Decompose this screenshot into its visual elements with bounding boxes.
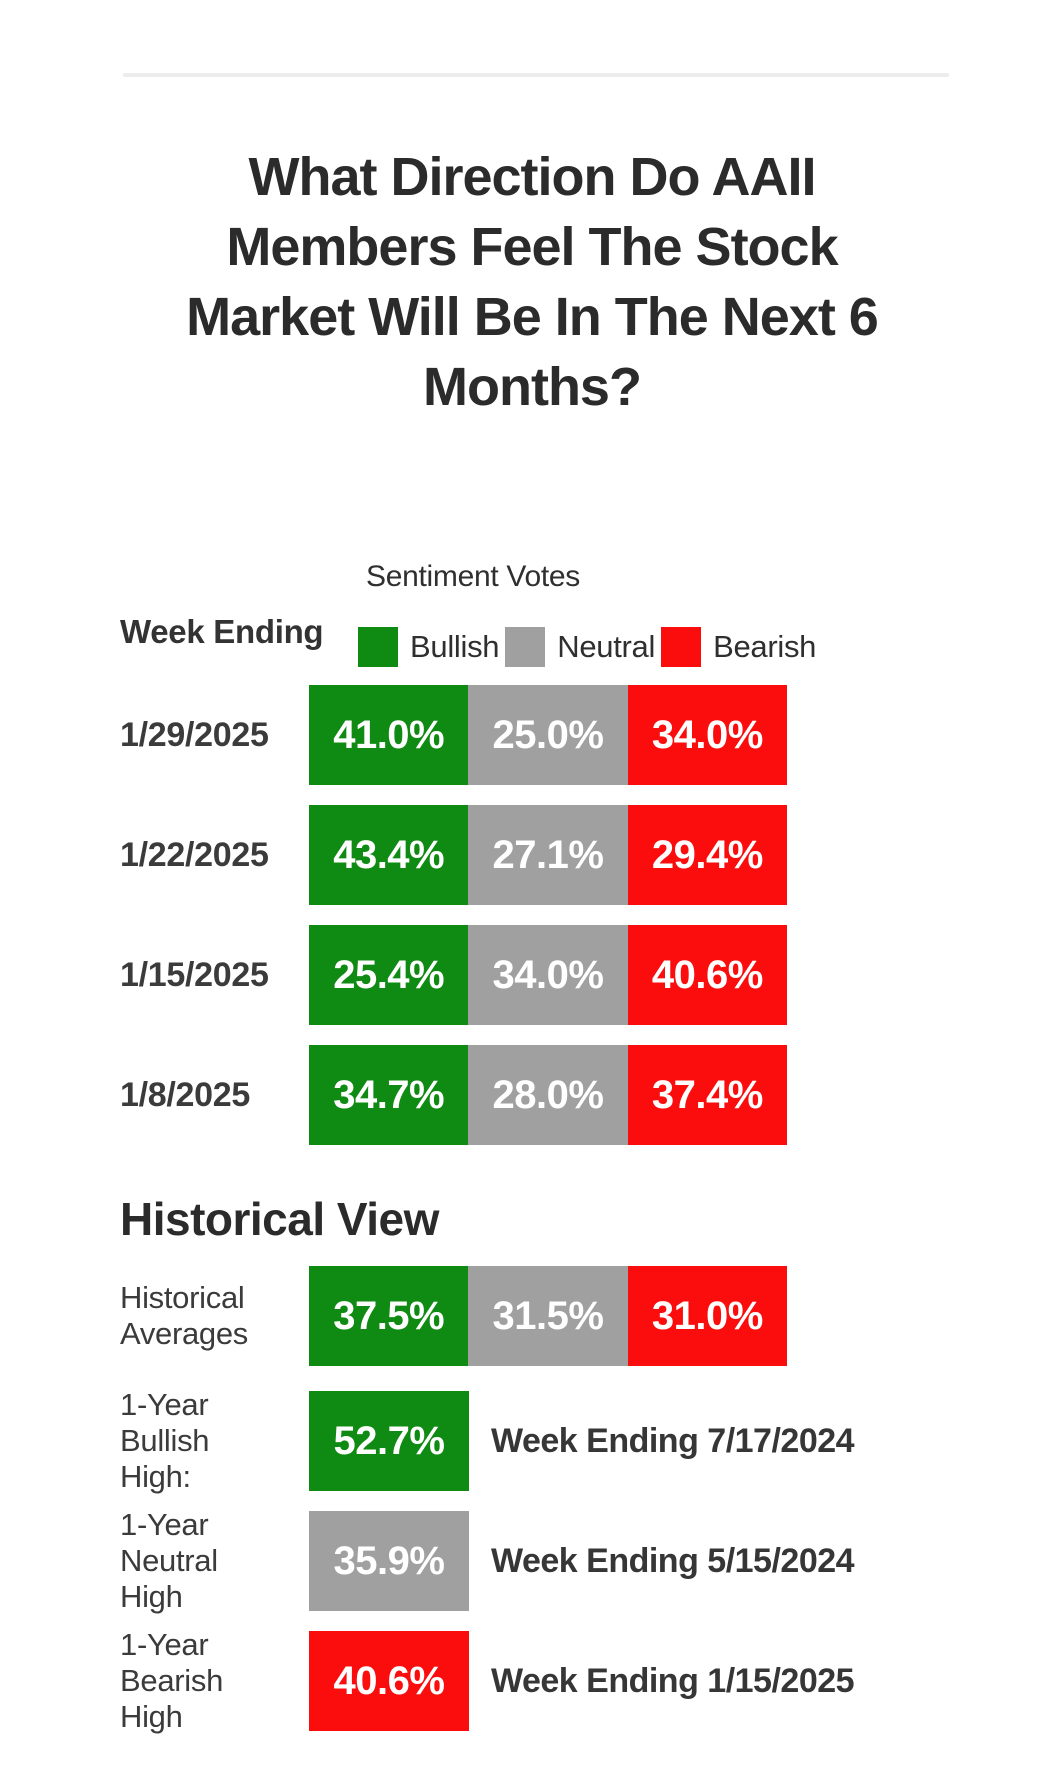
page-title: What Direction Do AAII Members Feel The … [60, 142, 1004, 422]
bearish-high-value: 40.6% [333, 1658, 445, 1703]
label-line: Bullish [120, 1423, 210, 1458]
bullish-segment: 43.4% [309, 805, 469, 905]
neutral-segment: 25.0% [468, 685, 628, 785]
one-year-bullish-high-bar: 52.7% [309, 1391, 469, 1491]
bullish-swatch-icon [358, 627, 398, 667]
neutral-value: 28.0% [492, 1072, 604, 1117]
bullish-value: 43.4% [333, 832, 445, 877]
label-line: High [120, 1699, 183, 1734]
page-title-line: What Direction Do AAII [248, 147, 817, 207]
week-date-label: 1/8/2025 [120, 1075, 250, 1114]
one-year-bullish-high-label: 1-Year Bullish High: [120, 1387, 306, 1494]
legend-label-bullish: Bullish [410, 629, 500, 664]
bearish-value: 34.0% [651, 712, 763, 757]
historical-averages-label: Historical Averages [120, 1266, 306, 1366]
page-title-line: Members Feel The Stock [226, 217, 838, 277]
one-year-bearish-high-label: 1-Year Bearish High [120, 1627, 306, 1734]
week-date-label: 1/29/2025 [120, 715, 269, 754]
bearish-value: 29.4% [651, 832, 763, 877]
legend-label-neutral: Neutral [557, 629, 656, 664]
neutral-value: 34.0% [492, 952, 604, 997]
sentiment-bar-row: 41.0% 25.0% 34.0% [309, 685, 787, 785]
label-line: Neutral [120, 1543, 218, 1578]
label-line: 1-Year [120, 1627, 209, 1662]
bearish-segment: 40.6% [627, 925, 787, 1025]
bearish-value: 40.6% [651, 952, 763, 997]
historical-averages-label-line: Averages [120, 1316, 249, 1351]
sentiment-legend: Bullish Neutral Bearish [358, 627, 822, 667]
bullish-high-week-text: Week Ending 7/17/2024 [491, 1421, 855, 1460]
neutral-value: 31.5% [492, 1293, 604, 1338]
week-date-label: 1/15/2025 [120, 955, 269, 994]
label-line: Bearish [120, 1663, 224, 1698]
bearish-segment: 31.0% [627, 1266, 787, 1366]
neutral-swatch-icon [505, 627, 546, 667]
label-line: 1-Year [120, 1387, 209, 1422]
bullish-segment: 41.0% [309, 685, 469, 785]
historical-view-heading: Historical View [120, 1193, 439, 1245]
sentiment-bar-row: 34.7% 28.0% 37.4% [309, 1045, 787, 1145]
historical-averages-bar: 37.5% 31.5% 31.0% [309, 1266, 787, 1366]
one-year-bearish-high-bar: 40.6% [309, 1631, 469, 1731]
bullish-value: 34.7% [333, 1072, 445, 1117]
top-divider [123, 73, 949, 77]
bearish-segment: 29.4% [627, 805, 787, 905]
bearish-swatch-icon [661, 627, 702, 667]
historical-averages-label-line: Historical [120, 1280, 245, 1315]
bullish-value: 25.4% [333, 952, 445, 997]
bullish-value: 41.0% [333, 712, 445, 757]
bullish-high-value: 52.7% [333, 1418, 445, 1463]
one-year-neutral-high-label: 1-Year Neutral High [120, 1507, 306, 1614]
legend-heading: Sentiment Votes [366, 560, 580, 593]
label-line: High: [120, 1459, 191, 1494]
neutral-segment: 27.1% [468, 805, 628, 905]
one-year-neutral-high-bar: 35.9% [309, 1511, 469, 1611]
page-title-line: Months? [423, 357, 642, 417]
neutral-segment: 34.0% [468, 925, 628, 1025]
bearish-segment: 34.0% [627, 685, 787, 785]
neutral-segment: 31.5% [468, 1266, 628, 1366]
page-title-line: Market Will Be In The Next 6 [186, 287, 879, 347]
neutral-high-value: 35.9% [333, 1538, 445, 1583]
sentiment-bar-row: 25.4% 34.0% 40.6% [309, 925, 787, 1025]
label-line: 1-Year [120, 1507, 209, 1542]
bullish-segment: 25.4% [309, 925, 469, 1025]
week-date-label: 1/22/2025 [120, 835, 269, 874]
bullish-segment: 37.5% [309, 1266, 469, 1366]
neutral-value: 25.0% [492, 712, 604, 757]
bearish-segment: 37.4% [627, 1045, 787, 1145]
bullish-value: 37.5% [333, 1293, 445, 1338]
label-line: High [120, 1579, 183, 1614]
neutral-segment: 28.0% [468, 1045, 628, 1145]
week-ending-column-label: Week Ending [120, 613, 324, 650]
neutral-high-week-text: Week Ending 5/15/2024 [491, 1541, 855, 1580]
sentiment-bar-row: 43.4% 27.1% 29.4% [309, 805, 787, 905]
bearish-value: 31.0% [651, 1293, 763, 1338]
bearish-high-week-text: Week Ending 1/15/2025 [491, 1661, 855, 1700]
bullish-segment: 34.7% [309, 1045, 469, 1145]
neutral-value: 27.1% [492, 832, 604, 877]
legend-label-bearish: Bearish [713, 629, 817, 664]
bearish-value: 37.4% [651, 1072, 763, 1117]
